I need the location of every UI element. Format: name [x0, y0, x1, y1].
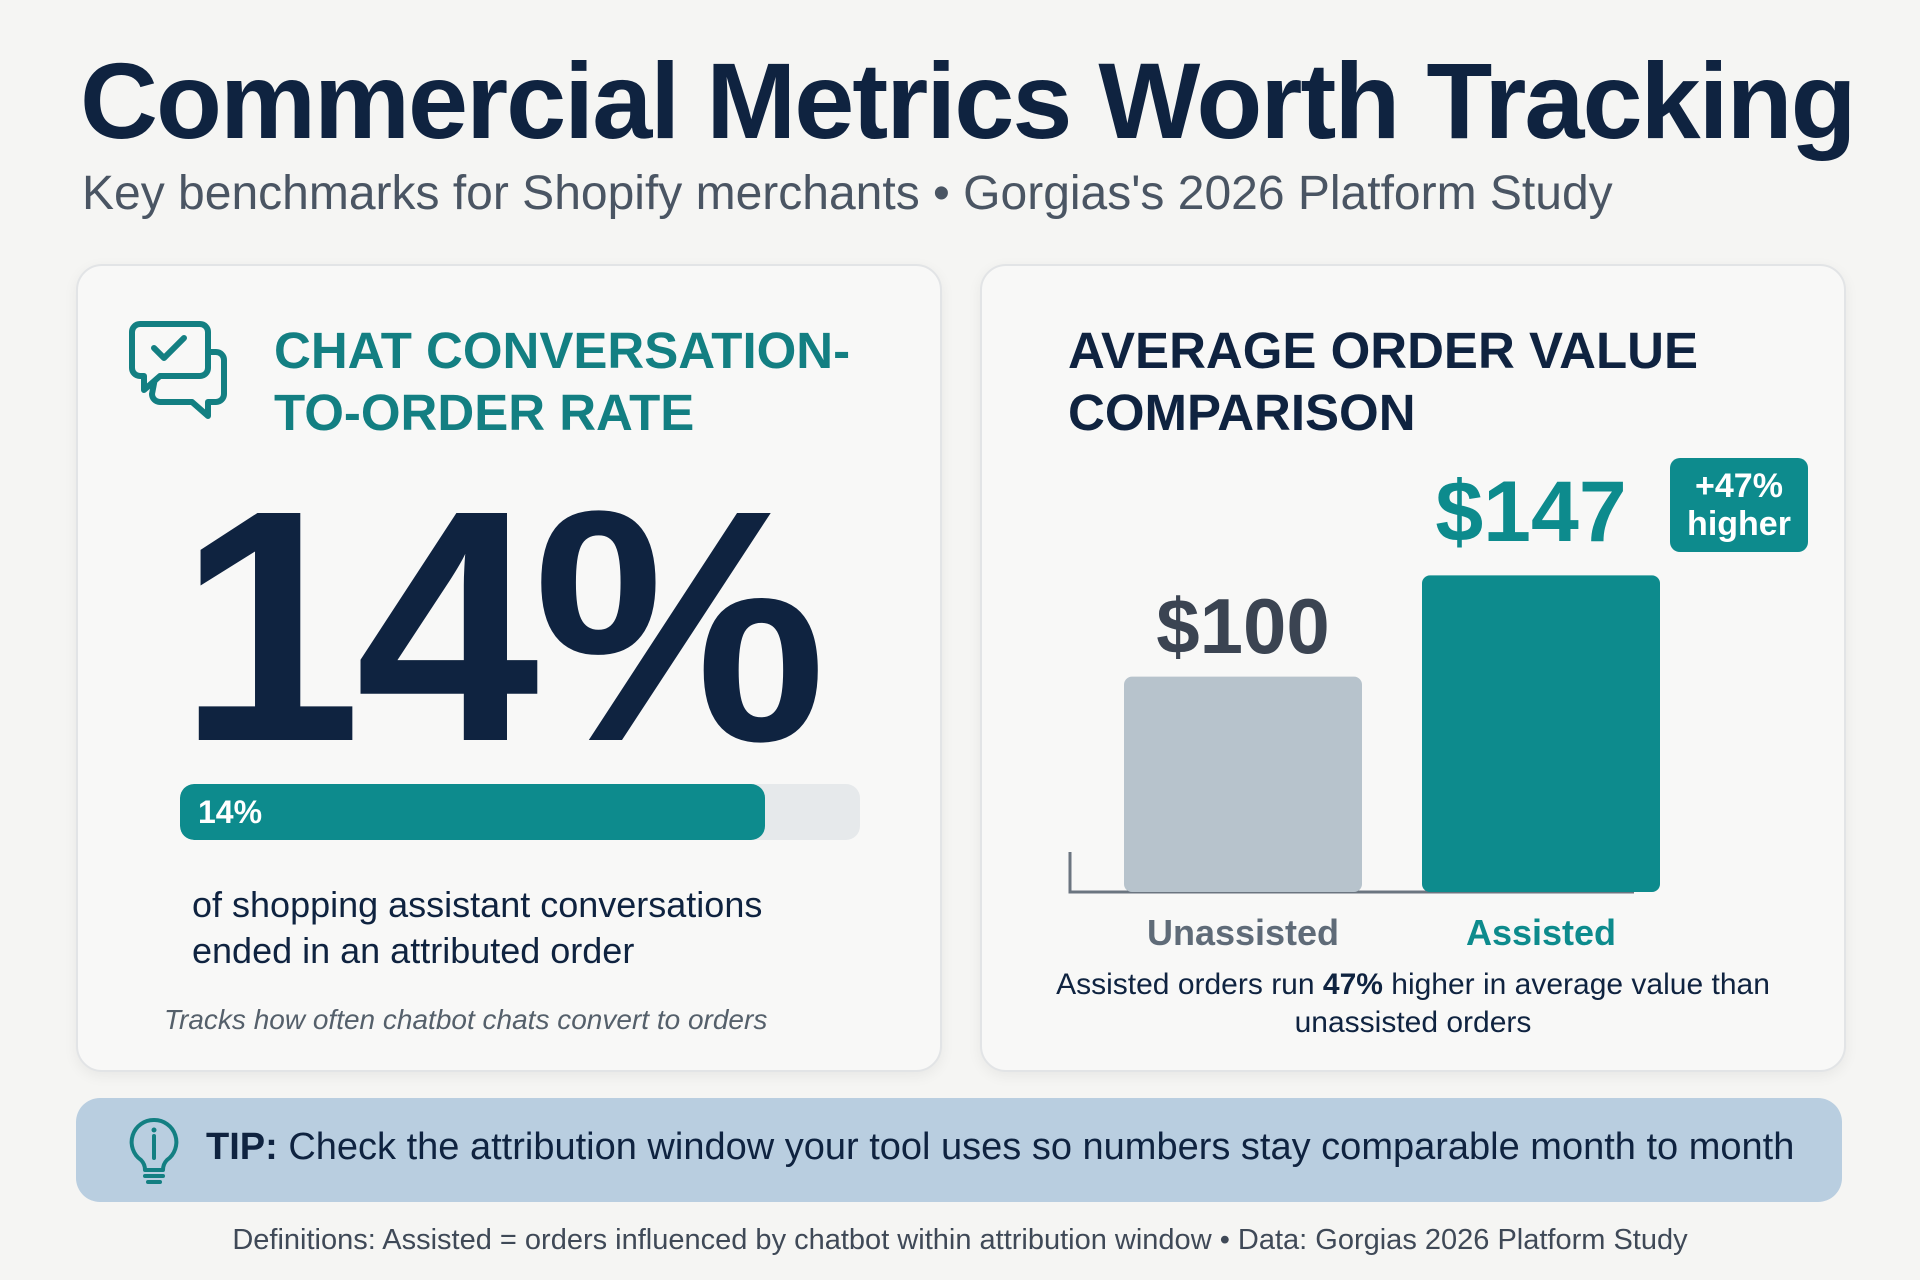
aov-bar-chart: $100 Unassisted $147 Assisted: [982, 266, 1844, 1070]
aov-heading: AVERAGE ORDER VALUE COMPARISON: [1068, 322, 1699, 441]
category-label-assisted: Assisted: [1465, 912, 1617, 953]
conversion-rate-value: 14%: [178, 441, 826, 810]
category-label-unassisted: Unassisted: [1146, 912, 1340, 953]
caption-after: higher in average value than unassisted …: [1294, 968, 1770, 1039]
tip-banner: TIP: Check the attribution window your t…: [76, 1098, 1842, 1202]
value-label-unassisted: $100: [1156, 581, 1330, 670]
bar-assisted: [1422, 575, 1660, 892]
page-title: Commercial Metrics Worth Tracking: [80, 40, 1857, 161]
conversion-rate-note: Tracks how often chatbot chats convert t…: [164, 1004, 768, 1035]
conversion-progress-fill: 14%: [180, 784, 765, 840]
conversion-rate-card: CHAT CONVERSATION-TO-ORDER RATE 14% 14% …: [76, 264, 942, 1072]
tip-prefix: TIP:: [206, 1126, 278, 1168]
aov-increase-badge: +47% higher: [1670, 458, 1808, 552]
lightbulb-icon: [129, 1117, 179, 1184]
caption-bold: 47%: [1322, 968, 1383, 1001]
value-label-assisted: $147: [1435, 464, 1627, 561]
chat-check-icon: [129, 321, 227, 419]
footer-definitions: Definitions: Assisted = orders influence…: [232, 1224, 1688, 1256]
conversion-progress-bar: 14%: [180, 784, 860, 840]
conversion-progress-label: 14%: [198, 793, 263, 830]
badge-percent: +47%: [1695, 467, 1783, 505]
bar-unassisted: [1124, 676, 1362, 892]
conversion-rate-heading: CHAT CONVERSATION-TO-ORDER RATE: [274, 322, 851, 441]
tip-body: Check the attribution window your tool u…: [277, 1126, 1795, 1168]
aov-caption: Assisted orders run 47% higher in averag…: [1042, 966, 1784, 1042]
conversion-rate-description: of shopping assistant conversations ende…: [192, 884, 763, 971]
badge-word: higher: [1687, 505, 1791, 543]
aov-chart-svg: [1068, 575, 1660, 894]
tip-text: TIP: Check the attribution window your t…: [206, 1126, 1794, 1169]
page-subtitle: Key benchmarks for Shopify merchants • G…: [82, 167, 1613, 220]
caption-before: Assisted orders run: [1056, 968, 1323, 1001]
aov-comparison-card: AVERAGE ORDER VALUE COMPARISON $100 Unass…: [980, 264, 1846, 1072]
